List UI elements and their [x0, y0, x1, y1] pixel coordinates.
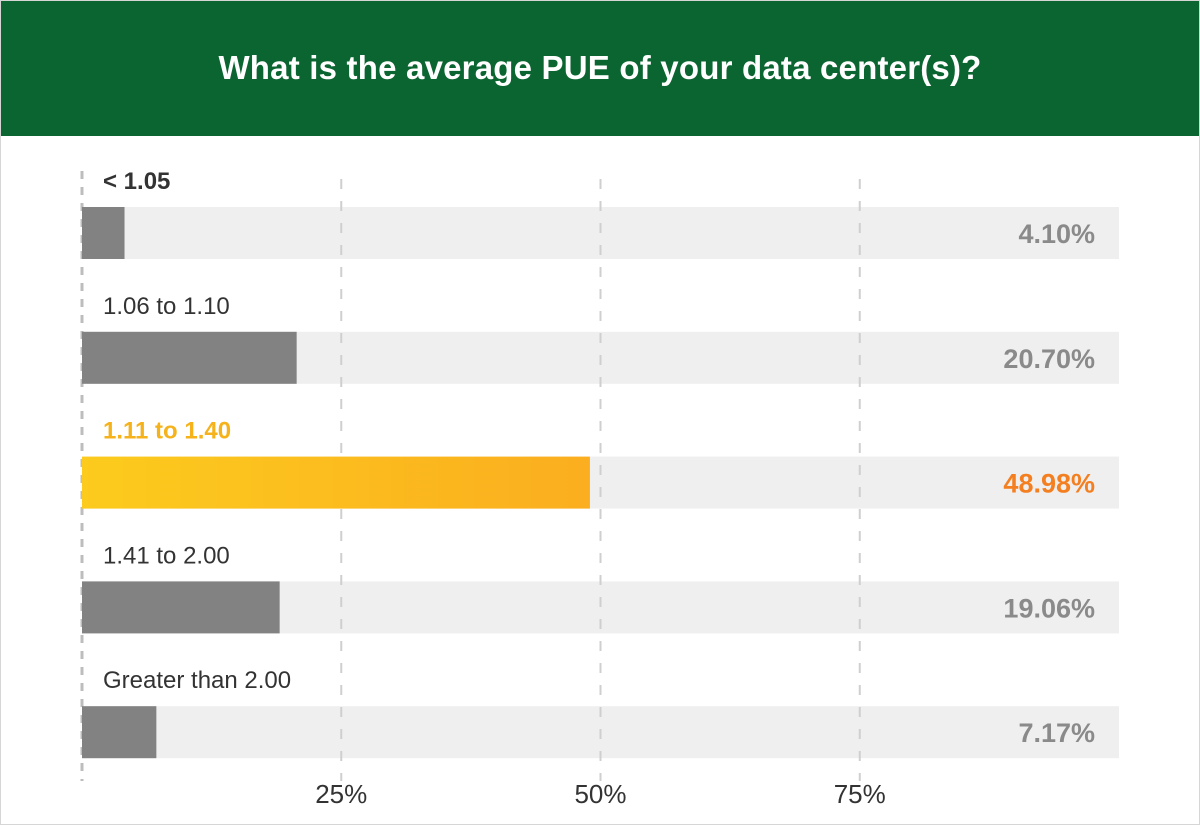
x-tick-label-0: 25% — [315, 779, 367, 809]
value-label-0: 4.10% — [1018, 219, 1095, 249]
category-label-0: < 1.05 — [103, 168, 170, 195]
category-label-1: 1.06 to 1.10 — [103, 293, 230, 320]
bar-4 — [82, 706, 157, 759]
bar-fills — [82, 207, 590, 759]
x-tick-label-2: 75% — [834, 779, 886, 809]
value-label-2: 48.98% — [1003, 469, 1095, 499]
category-label-4: Greater than 2.00 — [103, 667, 291, 694]
chart-title: What is the average PUE of your data cen… — [218, 48, 982, 86]
chart-header: What is the average PUE of your data cen… — [1, 1, 1199, 136]
bar-0 — [82, 207, 125, 259]
labels-group: < 1.05 4.10% 1.06 to 1.10 20.70% 1.11 to 1.4… — [103, 168, 1095, 748]
value-label-1: 20.70% — [1003, 344, 1095, 374]
x-tick-label-1: 50% — [574, 779, 626, 809]
bar-1 — [82, 331, 297, 384]
category-label-3: 1.41 to 2.00 — [103, 542, 230, 569]
x-axis-ticks: 25% 50% 75% — [315, 779, 886, 809]
bar-2 — [82, 456, 590, 509]
bar-3 — [82, 581, 280, 634]
category-label-2: 1.11 to 1.40 — [103, 418, 231, 445]
value-label-3: 19.06% — [1003, 593, 1095, 623]
value-label-4: 7.17% — [1018, 718, 1095, 748]
